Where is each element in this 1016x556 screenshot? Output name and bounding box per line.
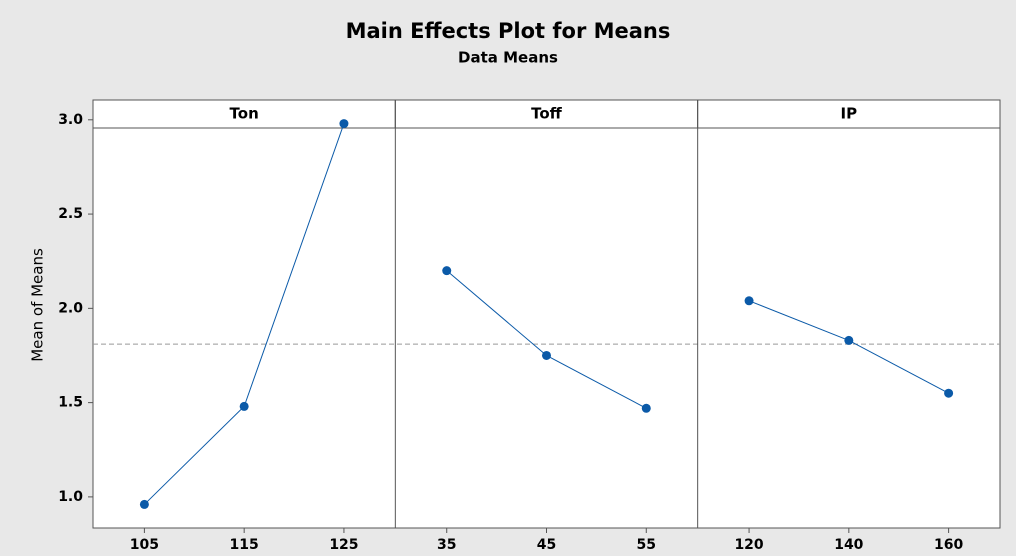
- y-axis-label: Mean of Means: [29, 248, 47, 362]
- data-point: [339, 119, 349, 129]
- x-tick-label: 105: [130, 537, 159, 553]
- y-tick-label: 1.0: [58, 489, 83, 505]
- data-point: [442, 266, 452, 276]
- plot-area: [92, 99, 1001, 529]
- x-tick-label: 160: [934, 537, 963, 553]
- y-tick-label: 2.0: [58, 300, 83, 316]
- y-tick-label: 1.5: [58, 395, 83, 411]
- x-tick-label: 140: [834, 537, 863, 553]
- panel-title: IP: [841, 105, 858, 123]
- x-tick-label: 35: [437, 537, 456, 553]
- panel-title: Toff: [531, 105, 563, 123]
- data-point: [641, 403, 651, 413]
- data-point: [744, 296, 754, 306]
- x-tick-label: 125: [329, 537, 358, 553]
- x-tick-label: 45: [537, 537, 556, 553]
- y-tick-label: 3.0: [58, 112, 83, 128]
- x-tick-label: 120: [734, 537, 763, 553]
- panel-title: Ton: [230, 105, 259, 123]
- y-tick-label: 2.5: [58, 206, 83, 222]
- data-point: [542, 350, 551, 360]
- x-tick-label: 55: [637, 537, 656, 553]
- x-tick-label: 115: [230, 537, 259, 553]
- data-point: [944, 388, 954, 398]
- data-point: [844, 335, 854, 345]
- chart-title: Main Effects Plot for Means: [346, 19, 671, 43]
- chart-subtitle: Data Means: [458, 49, 558, 67]
- strip: [697, 99, 1001, 129]
- data-point: [139, 499, 149, 509]
- data-point: [239, 401, 249, 411]
